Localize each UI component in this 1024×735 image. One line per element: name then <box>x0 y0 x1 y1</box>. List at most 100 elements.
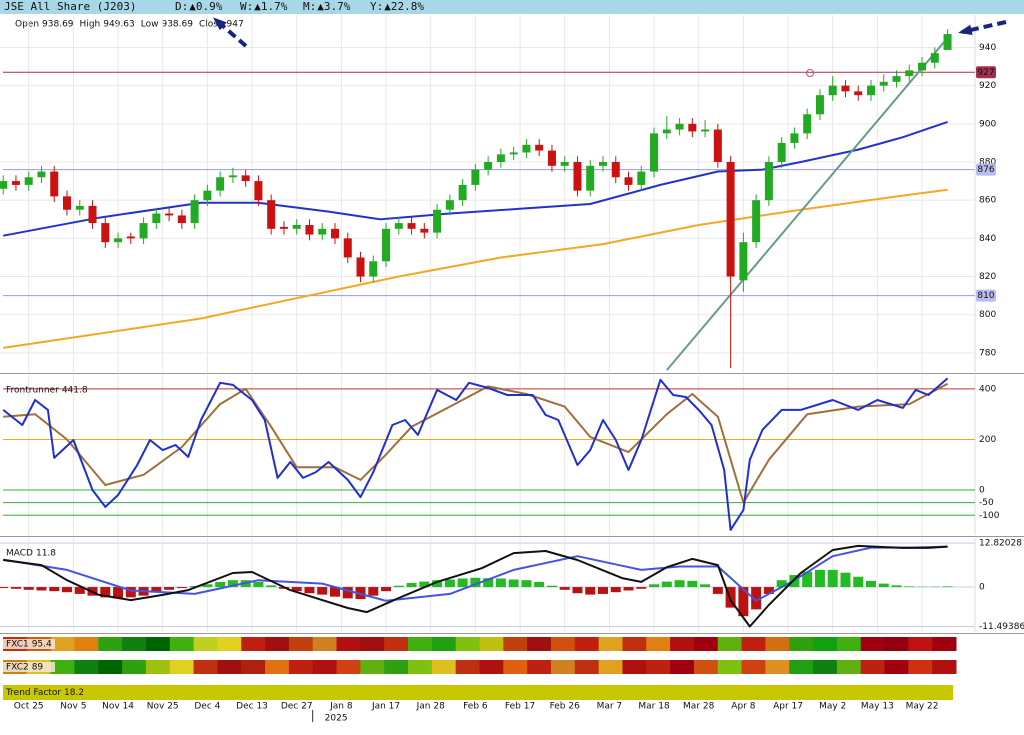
info-label: Open <box>15 20 39 30</box>
arrow-head <box>958 24 973 36</box>
line <box>3 382 949 504</box>
candle-body <box>228 175 237 178</box>
histogram-bar <box>176 587 187 589</box>
h-line-label-bg <box>976 66 996 79</box>
heat-cell <box>646 660 671 674</box>
candle-body <box>803 114 812 134</box>
x-tick-label: May 2 <box>819 702 846 712</box>
heat-cell <box>193 660 218 674</box>
histogram-bar <box>342 587 353 599</box>
candle-body <box>496 154 505 162</box>
heat-cell <box>884 637 909 651</box>
candle-body <box>152 213 161 224</box>
heat-cell <box>265 637 290 651</box>
histogram-bar <box>610 587 621 593</box>
change-value: ▲0.9% <box>189 0 222 13</box>
x-tick-label: Dec 27 <box>281 702 313 712</box>
heat-cell <box>527 660 552 674</box>
candle-body <box>101 223 110 243</box>
y-tick-label: 800 <box>979 310 996 320</box>
histogram-bar <box>113 587 124 599</box>
x-tick-label: Jan 8 <box>329 702 353 712</box>
candle-body <box>879 81 888 86</box>
heat-cell <box>431 660 457 674</box>
heat-cell <box>693 637 719 651</box>
heat-cell <box>122 660 147 674</box>
heat-cell <box>479 637 504 651</box>
x-tick-label: May 13 <box>861 702 894 712</box>
heat-cell <box>431 637 457 651</box>
y-tick-label: 900 <box>979 119 996 129</box>
x-tick-label: Dec 13 <box>236 702 268 712</box>
y-tick-label: 860 <box>979 196 996 206</box>
histogram-bar <box>189 586 200 588</box>
histogram-bar <box>840 572 851 588</box>
h-line-label: 810 <box>977 291 994 301</box>
h-line-label: 927 <box>977 68 994 78</box>
histogram-bar <box>585 587 596 595</box>
heat-cell <box>74 637 99 651</box>
candle-body <box>547 150 556 166</box>
histogram-bar <box>470 577 481 588</box>
candle-body <box>739 242 748 281</box>
histogram-bar <box>776 580 787 588</box>
histogram-bar <box>444 579 455 588</box>
heat-cell <box>860 637 886 651</box>
candle-body <box>866 85 875 96</box>
x-tick-label: Jan 17 <box>371 702 400 712</box>
heat-cell <box>789 637 814 651</box>
change-value: ▲1.7% <box>254 0 287 13</box>
heat-cell <box>622 660 647 674</box>
candle-body <box>790 133 799 143</box>
panel-value: 95.4 <box>32 640 52 650</box>
y-tick-label: -50 <box>979 498 994 508</box>
candle-body <box>190 200 199 224</box>
line <box>3 120 948 237</box>
heat-cell <box>741 637 766 651</box>
heat-cell <box>765 660 790 674</box>
x-tick-label: Feb 26 <box>550 702 581 712</box>
y-tick-label: 0 <box>979 583 985 593</box>
histogram-bar <box>432 580 443 588</box>
heat-cell <box>98 637 123 651</box>
panel-name: Frontrunner <box>6 386 59 396</box>
candle-body <box>624 177 633 185</box>
candle-body <box>458 184 467 201</box>
info-label: Low <box>141 20 159 30</box>
histogram-bar <box>406 582 417 588</box>
histogram-bar <box>125 587 136 598</box>
candle-body <box>611 162 620 178</box>
header-bar <box>0 0 1024 14</box>
x-tick-label: Mar 7 <box>597 702 623 712</box>
histogram-bar <box>687 580 698 588</box>
x-tick-label: Oct 25 <box>14 702 44 712</box>
heat-cell <box>503 637 528 651</box>
y-tick-label: 0 <box>979 486 985 496</box>
candle-body <box>726 162 735 277</box>
histogram-bar <box>712 587 723 594</box>
heat-cell <box>384 637 409 651</box>
candle-body <box>688 123 697 132</box>
candle-body <box>828 85 837 96</box>
candle-body <box>918 62 927 71</box>
y-tick-label: 820 <box>979 272 996 282</box>
heat-cell <box>145 660 171 674</box>
histogram-bar <box>49 587 60 592</box>
heat-cell <box>527 637 552 651</box>
heat-cell <box>241 637 266 651</box>
heat-cell <box>932 637 957 651</box>
histogram-bar <box>215 581 226 588</box>
heat-cell <box>598 637 623 651</box>
histogram-bar <box>495 578 506 588</box>
candle-body <box>484 162 493 170</box>
x-tick-label: Mar 28 <box>683 702 715 712</box>
histogram-bar <box>317 587 328 595</box>
heat-cell <box>98 660 123 674</box>
histogram-bar <box>266 585 277 588</box>
heat-cell <box>908 660 933 674</box>
histogram-bar <box>559 587 570 590</box>
panel-value: 11.8 <box>36 549 56 559</box>
histogram-bar <box>151 587 162 593</box>
heat-cell <box>813 660 838 674</box>
candle-body <box>650 133 659 172</box>
